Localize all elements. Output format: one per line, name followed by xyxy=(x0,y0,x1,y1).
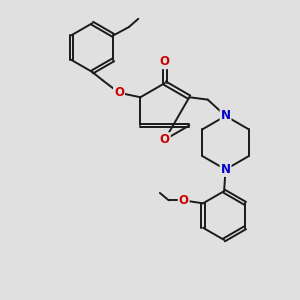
Text: O: O xyxy=(160,55,170,68)
Text: O: O xyxy=(114,86,124,99)
Text: O: O xyxy=(179,194,189,207)
Text: O: O xyxy=(160,133,170,146)
Text: N: N xyxy=(220,163,231,176)
Text: N: N xyxy=(220,110,231,122)
